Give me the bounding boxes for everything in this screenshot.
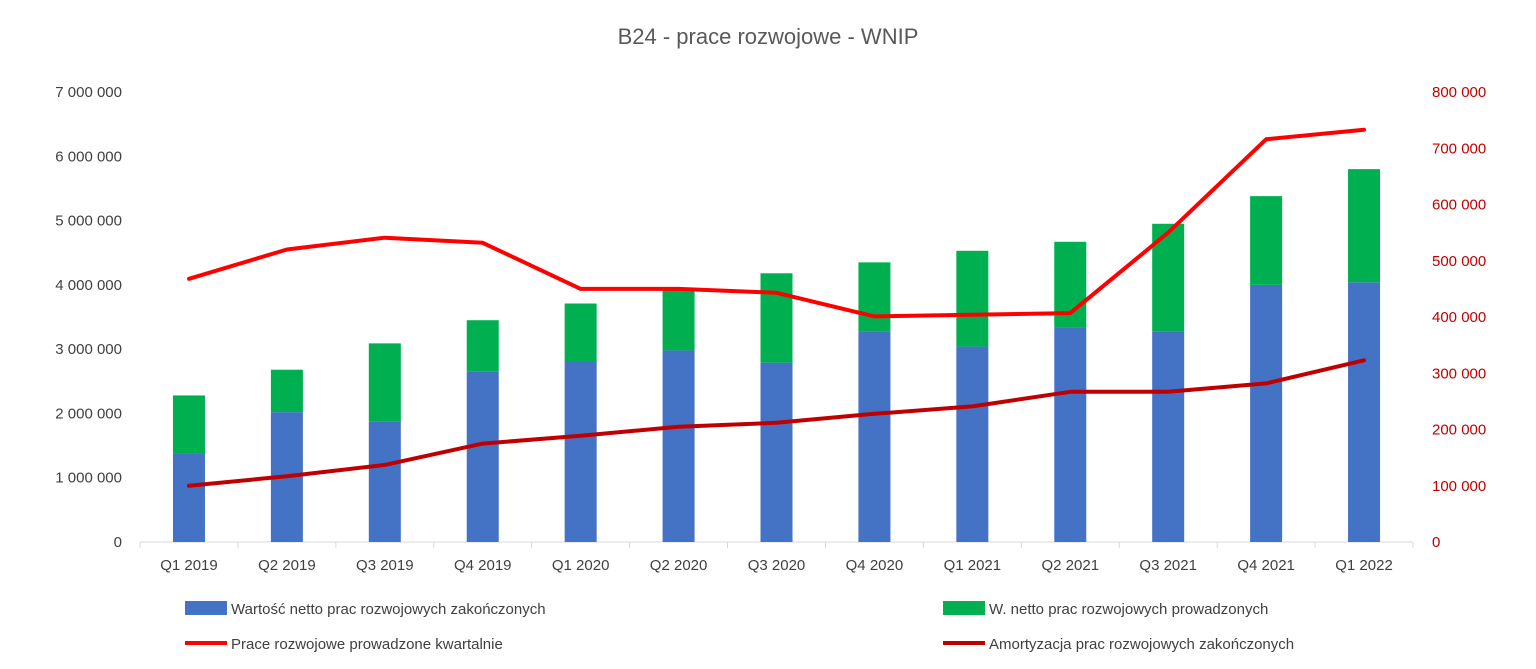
legend-swatch [943, 601, 985, 615]
y-right-tick-label: 800 000 [1432, 84, 1486, 101]
bar-completed [564, 362, 597, 542]
bar-completed [172, 453, 205, 542]
legend-swatch [185, 601, 227, 615]
y-right-tick-label: 100 000 [1432, 478, 1486, 495]
bar-completed [760, 362, 793, 542]
bar-ongoing [662, 288, 695, 351]
x-tick-label: Q2 2020 [650, 557, 708, 574]
bar-ongoing [1250, 196, 1283, 285]
bar-completed [1152, 331, 1185, 542]
legend-label: Wartość netto prac rozwojowych zakończon… [231, 601, 546, 618]
legend: Wartość netto prac rozwojowych zakończon… [185, 601, 1294, 653]
y-right-tick-label: 200 000 [1432, 422, 1486, 439]
bar-ongoing [368, 343, 401, 422]
x-tick-label: Q3 2019 [356, 557, 414, 574]
y-left-tick-label: 5 000 000 [55, 213, 122, 230]
y-right-tick-label: 300 000 [1432, 365, 1486, 382]
bar-ongoing [1348, 169, 1381, 283]
bar-ongoing [956, 250, 989, 347]
y-left-tick-label: 7 000 000 [55, 84, 122, 101]
legend-item-quarterly: Prace rozwojowe prowadzone kwartalnie [185, 636, 503, 653]
x-tick-label: Q1 2019 [160, 557, 218, 574]
bar-completed [858, 331, 891, 542]
x-tick-label: Q4 2019 [454, 557, 512, 574]
bar-completed [1054, 327, 1087, 542]
bar-ongoing [760, 273, 793, 363]
x-tick-label: Q1 2020 [552, 557, 610, 574]
x-tick-label: Q2 2019 [258, 557, 316, 574]
x-tick-label: Q1 2022 [1335, 557, 1393, 574]
bars [172, 169, 1381, 542]
y-left-tick-label: 3 000 000 [55, 341, 122, 358]
legend-item-ongoing: W. netto prac rozwojowych prowadzonych [943, 601, 1268, 618]
bar-completed [466, 371, 499, 542]
x-tick-label: Q2 2021 [1041, 557, 1099, 574]
legend-item-amortization: Amortyzacja prac rozwojowych zakończonyc… [943, 636, 1294, 653]
y-right-tick-label: 500 000 [1432, 253, 1486, 270]
bar-ongoing [172, 395, 205, 454]
y-right-tick-label: 400 000 [1432, 309, 1486, 326]
x-tick-label: Q3 2020 [748, 557, 806, 574]
bar-ongoing [858, 262, 891, 332]
y-left-tick-label: 4 000 000 [55, 277, 122, 294]
y-right-tick-label: 0 [1432, 534, 1440, 551]
bar-completed [662, 350, 695, 542]
bar-completed [1348, 282, 1381, 542]
y-right-tick-label: 700 000 [1432, 140, 1486, 157]
legend-label: Prace rozwojowe prowadzone kwartalnie [231, 636, 503, 653]
bar-ongoing [466, 320, 499, 372]
bar-completed [1250, 284, 1283, 542]
axes: 0 1 000 000 2 000 000 3 000 000 4 000 000 5 0… [55, 84, 1486, 574]
x-tick-label: Q1 2021 [944, 557, 1002, 574]
bar-completed [368, 421, 401, 542]
bar-completed [956, 346, 989, 542]
lines [187, 127, 1366, 488]
y-left-tick-label: 6 000 000 [55, 148, 122, 165]
legend-label: W. netto prac rozwojowych prowadzonych [989, 601, 1268, 618]
y-right-tick-label: 600 000 [1432, 197, 1486, 214]
line-amortization [187, 358, 1366, 488]
bar-ongoing [270, 369, 303, 413]
line-quarterly-development [187, 127, 1366, 319]
bar-ongoing [564, 303, 597, 362]
y-left-tick-label: 1 000 000 [55, 470, 122, 487]
chart-title: B24 - prace rozwojowe - WNIP [618, 24, 919, 49]
x-tick-label: Q4 2020 [846, 557, 904, 574]
legend-item-completed: Wartość netto prac rozwojowych zakończon… [185, 601, 546, 618]
x-tick-label: Q4 2021 [1237, 557, 1295, 574]
y-left-tick-label: 2 000 000 [55, 405, 122, 422]
x-tick-label: Q3 2021 [1139, 557, 1197, 574]
legend-label: Amortyzacja prac rozwojowych zakończonyc… [989, 636, 1294, 653]
y-left-tick-label: 0 [114, 534, 122, 551]
